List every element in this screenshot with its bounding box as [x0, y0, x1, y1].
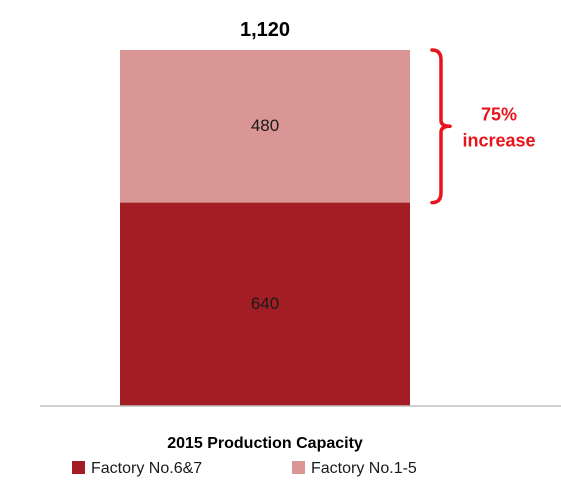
annotation-percent: 75% [481, 104, 517, 124]
legend-label-factory-no6-7: Factory No.6&7 [91, 460, 202, 477]
total-label: 1,120 [240, 19, 290, 41]
legend-swatch-factory-no1-5 [292, 461, 305, 474]
x-category-label: 2015 Production Capacity [167, 435, 363, 452]
legend-label-factory-no1-5: Factory No.1-5 [311, 460, 417, 477]
bar-segment-factory-no1-5 [120, 50, 410, 203]
data-label-factory-no1-5: 480 [251, 116, 279, 135]
legend: Factory No.6&7 Factory No.1-5 [72, 460, 417, 477]
annotation-increase: increase [462, 130, 535, 150]
data-label-factory-no6-7: 640 [251, 294, 279, 313]
increase-brace [430, 48, 452, 205]
bar-segment-factory-no6-7 [120, 202, 410, 406]
legend-swatch-factory-no6-7 [72, 461, 85, 474]
